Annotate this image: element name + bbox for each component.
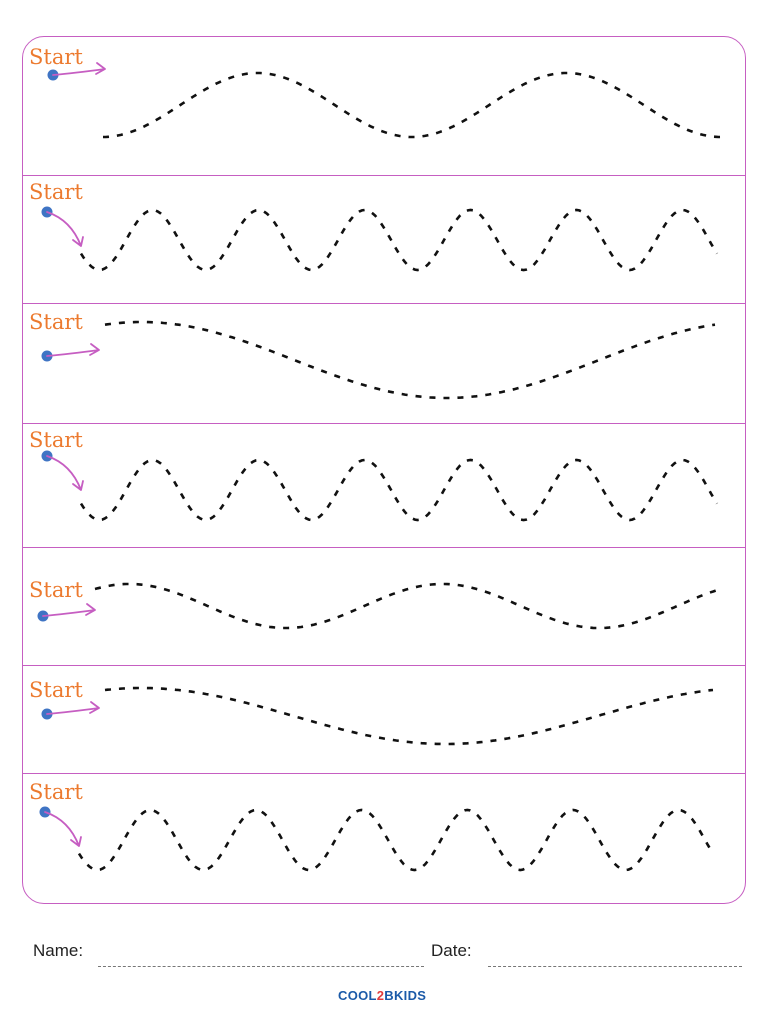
direction-arrow-icon xyxy=(44,811,82,847)
start-label: Start xyxy=(29,310,83,334)
trace-path xyxy=(94,582,722,630)
start-label: Start xyxy=(29,180,83,204)
start-label: Start xyxy=(29,428,83,452)
trace-path xyxy=(103,71,721,139)
date-label: Date: xyxy=(431,941,472,960)
start-label: Start xyxy=(29,678,83,702)
trace-row: Start xyxy=(23,37,745,175)
direction-arrow-icon xyxy=(46,455,84,491)
trace-row: Start xyxy=(23,175,745,303)
logo-text-2: 2 xyxy=(376,988,385,1003)
trace-row: Start xyxy=(23,423,745,547)
trace-area[interactable] xyxy=(23,548,746,666)
start-label: Start xyxy=(29,45,83,69)
trace-area[interactable] xyxy=(23,774,746,904)
trace-area[interactable] xyxy=(23,666,746,774)
start-label: Start xyxy=(29,578,83,602)
name-label: Name: xyxy=(33,941,84,960)
trace-path xyxy=(104,686,714,746)
trace-area[interactable] xyxy=(23,176,746,304)
direction-arrow-icon xyxy=(52,62,106,76)
name-field[interactable] xyxy=(98,966,424,967)
direction-arrow-icon xyxy=(46,701,100,715)
tracing-worksheet: Start Start Start Start Start Start Start xyxy=(22,36,746,904)
trace-path xyxy=(104,320,716,400)
direction-arrow-icon xyxy=(42,603,96,617)
trace-path xyxy=(79,208,719,272)
logo-text-1: COOL xyxy=(338,988,377,1003)
trace-path xyxy=(79,458,719,522)
trace-area[interactable] xyxy=(23,424,746,548)
trace-row: Start xyxy=(23,665,745,773)
trace-row: Start xyxy=(23,303,745,423)
trace-area[interactable] xyxy=(23,304,746,424)
trace-area[interactable] xyxy=(23,37,746,175)
logo-text-3: BKIDS xyxy=(384,988,427,1003)
trace-row: Start xyxy=(23,547,745,665)
brand-logo: COOL2BKIDS xyxy=(338,988,426,1003)
direction-arrow-icon xyxy=(46,343,100,357)
direction-arrow-icon xyxy=(46,211,84,247)
date-field[interactable] xyxy=(488,966,742,967)
trace-path xyxy=(77,808,715,872)
trace-row: Start xyxy=(23,773,746,904)
start-label: Start xyxy=(29,780,83,804)
